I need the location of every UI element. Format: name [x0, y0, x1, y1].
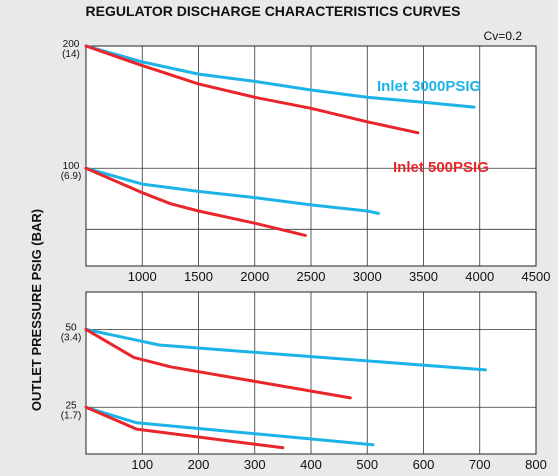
x-tick-label: 1000 [128, 269, 157, 284]
y-tick-label: 200 [63, 39, 80, 50]
y-tick-label: 25 [65, 400, 77, 411]
x-tick-label: 2000 [240, 269, 269, 284]
series-line-inlet-3000-psig [84, 405, 375, 447]
cv-note: Cv=0.2 [484, 29, 523, 43]
x-tick-label: 600 [413, 457, 435, 472]
x-tick-label: 300 [244, 457, 266, 472]
legend-inlet-3000: Inlet 3000PSIG [377, 78, 481, 95]
x-tick-label: 500 [356, 457, 378, 472]
x-tick-label: 400 [300, 457, 322, 472]
series-line-inlet-500-psig [84, 44, 420, 135]
x-tick-label: 2500 [297, 269, 326, 284]
x-tick-label: 200 [188, 457, 210, 472]
x-tick-label: 700 [469, 457, 491, 472]
chart-title: REGULATOR DISCHARGE CHARACTERISTICS CURV… [86, 3, 461, 19]
x-tick-label: 800 [525, 457, 547, 472]
series-line-inlet-500-psig [84, 327, 352, 400]
series-line-inlet-3000-psig [84, 166, 380, 215]
series-line-inlet-500-psig [84, 405, 285, 450]
y-tick-sublabel: (14) [62, 49, 80, 60]
y-tick-sublabel: (3.4) [61, 332, 82, 343]
x-tick-label: 4000 [465, 269, 494, 284]
x-tick-label: 3500 [409, 269, 438, 284]
y-axis-label: OUTLET PRESSURE PSIG (BAR) [29, 209, 44, 411]
y-tick-sublabel: (6.9) [61, 171, 82, 182]
series-line-inlet-3000-psig [84, 44, 476, 109]
y-tick-label: 50 [65, 322, 77, 333]
upper-plot-panel: 1000 1500 2000 2500 3000 3500 4000 4500 200(14) 1… [61, 39, 551, 284]
legend-inlet-500: Inlet 500PSIG [393, 159, 489, 176]
x-tick-label: 100 [131, 457, 153, 472]
x-tick-label: 3000 [353, 269, 382, 284]
x-tick-label: 1500 [184, 269, 213, 284]
y-tick-sublabel: (1.7) [61, 410, 82, 421]
series-line-inlet-500-psig [84, 166, 307, 237]
x-tick-label: 4500 [522, 269, 551, 284]
lower-plot-panel: 100 200 300 400 500 600 700 800 50(3.4) 25(1.7) [61, 291, 547, 472]
y-tick-label: 100 [63, 161, 80, 172]
series-line-inlet-3000-psig [84, 327, 487, 372]
